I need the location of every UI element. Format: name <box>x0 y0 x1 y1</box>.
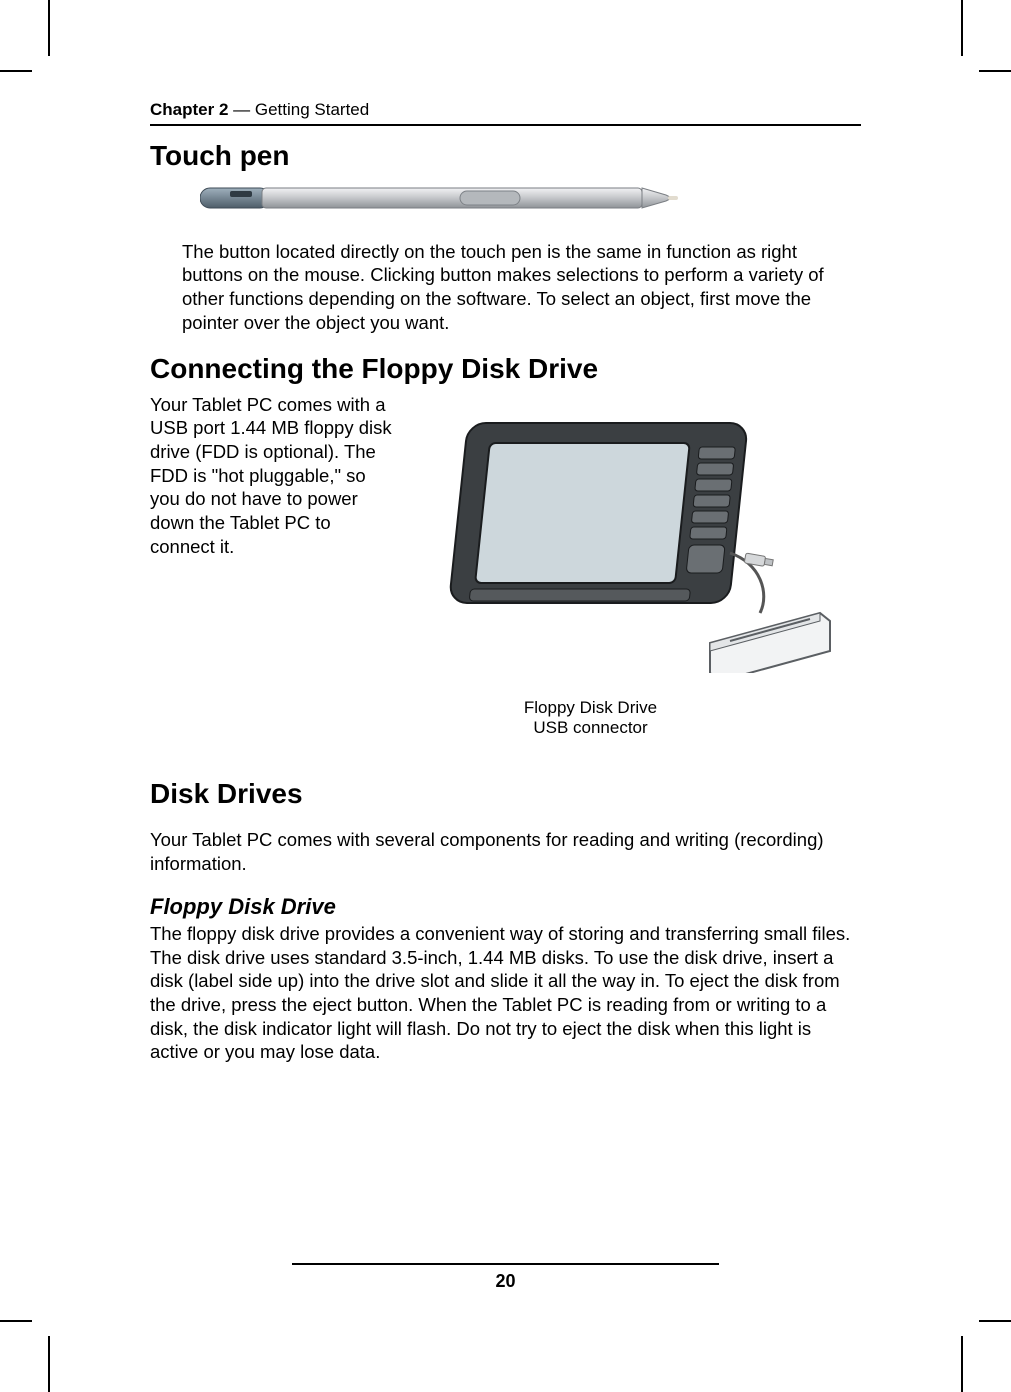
section-title-fdd-connect: Connecting the Floppy Disk Drive <box>150 353 861 385</box>
section-title-touch-pen: Touch pen <box>150 140 861 172</box>
pen-icon <box>200 180 680 216</box>
disk-drives-intro: Your Tablet PC comes with several compon… <box>150 828 861 875</box>
page: Chapter 2 — Getting Started Touch pen <box>0 0 1011 1392</box>
chapter-title: Getting Started <box>255 100 369 119</box>
subsection-title-fdd: Floppy Disk Drive <box>150 894 861 920</box>
crop-mark <box>48 0 50 56</box>
caption-line2: USB connector <box>533 718 647 737</box>
crop-mark <box>979 70 1011 72</box>
caption-line1: Floppy Disk Drive <box>524 698 657 717</box>
crop-mark <box>961 1336 963 1392</box>
fdd-body: Your Tablet PC comes with a USB port 1.4… <box>150 393 400 559</box>
touch-pen-body: The button located directly on the touch… <box>182 240 861 335</box>
touch-pen-illustration <box>200 180 861 221</box>
chapter-label: Chapter 2 <box>150 100 228 119</box>
running-header: Chapter 2 — Getting Started <box>150 100 861 126</box>
crop-mark <box>48 1336 50 1392</box>
footer-rule <box>292 1263 719 1265</box>
header-separator: — <box>228 100 254 119</box>
fdd-caption: Floppy Disk Drive USB connector <box>320 698 861 738</box>
page-footer: 20 <box>150 1263 861 1292</box>
fdd-sub-body: The floppy disk drive provides a conveni… <box>150 922 861 1064</box>
tablet-with-fdd-icon <box>440 393 840 673</box>
fdd-two-column: Your Tablet PC comes with a USB port 1.4… <box>150 393 861 678</box>
page-number: 20 <box>150 1271 861 1292</box>
crop-mark <box>979 1320 1011 1322</box>
section-title-disk-drives: Disk Drives <box>150 778 861 810</box>
crop-mark <box>0 70 32 72</box>
crop-mark <box>0 1320 32 1322</box>
crop-mark <box>961 0 963 56</box>
tablet-fdd-illustration <box>418 393 861 678</box>
content-area: Chapter 2 — Getting Started Touch pen <box>150 100 861 1292</box>
